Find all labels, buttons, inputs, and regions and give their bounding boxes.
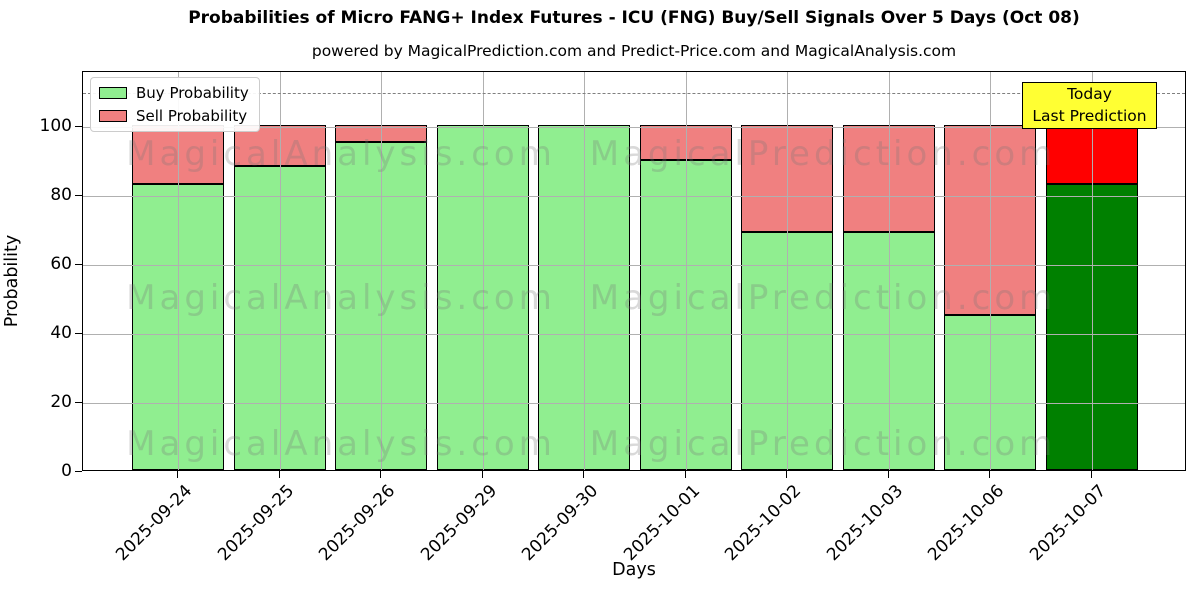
legend-label-sell: Sell Probability: [136, 107, 248, 125]
h-gridline: [83, 127, 1185, 128]
y-tick-label: 40: [50, 323, 72, 343]
v-gridline: [178, 72, 179, 470]
watermark-magicalprediction: MagicalPrediction.com: [589, 134, 1057, 174]
legend-item-sell: Sell Probability: [99, 107, 249, 125]
v-gridline: [279, 72, 281, 470]
y-tick-label: 20: [50, 392, 72, 412]
y-tick-label: 100: [39, 116, 72, 136]
v-gridline: [787, 72, 788, 470]
legend-label-buy: Buy Probability: [136, 84, 249, 102]
grid-layer: [83, 72, 1185, 470]
watermark-magicalanalysis: MagicalAnalysis.com: [126, 134, 556, 174]
x-tick-mark: [177, 471, 178, 478]
watermark-magicalanalysis: MagicalAnalysis.com: [126, 278, 556, 318]
h-gridline: [83, 403, 1185, 404]
h-gridline: [83, 265, 1185, 266]
y-tick-mark: [75, 264, 82, 265]
y-tick-label: 60: [50, 254, 72, 274]
x-tick-mark: [583, 471, 584, 478]
y-tick-mark: [75, 195, 82, 196]
x-tick-mark: [786, 471, 787, 478]
v-gridline: [584, 72, 585, 470]
dashed-threshold-line: [83, 92, 1185, 94]
annotation-line1: Today: [1067, 84, 1112, 103]
watermark-layer: MagicalAnalysis.com MagicalPrediction.com…: [83, 72, 1185, 470]
v-gridline: [482, 72, 484, 470]
watermark-magicalanalysis: MagicalAnalysis.com: [126, 424, 556, 464]
watermark-magicalprediction: MagicalPrediction.com: [589, 278, 1057, 318]
legend-item-buy: Buy Probability: [99, 84, 249, 102]
v-gridline: [888, 72, 890, 470]
x-tick-mark: [684, 471, 686, 478]
h-gridline: [83, 196, 1185, 197]
v-gridline: [381, 72, 382, 470]
y-tick-label: 0: [61, 461, 72, 481]
legend: Buy Probability Sell Probability: [90, 77, 260, 132]
y-tick-mark: [75, 402, 82, 403]
today-annotation: Today Last Prediction: [1022, 82, 1157, 129]
v-gridline: [990, 72, 991, 470]
chart-subtitle: powered by MagicalPrediction.com and Pre…: [311, 42, 957, 60]
x-tick-mark: [278, 471, 280, 478]
sell-swatch-icon: [99, 110, 127, 122]
y-tick-mark: [75, 471, 82, 472]
chart-title: Probabilities of Micro FANG+ Index Futur…: [188, 8, 1080, 28]
x-tick-mark: [380, 471, 381, 478]
plot-area: MagicalAnalysis.com MagicalPrediction.com…: [82, 71, 1186, 471]
x-tick-mark: [887, 471, 889, 478]
y-tick-label: 80: [50, 185, 72, 205]
x-tick-mark: [481, 471, 483, 478]
v-gridline: [1091, 72, 1093, 470]
y-tick-mark: [75, 333, 82, 334]
watermark-magicalprediction: MagicalPrediction.com: [589, 424, 1057, 464]
x-axis-label: Days: [612, 560, 656, 580]
x-tick-mark: [989, 471, 990, 478]
y-tick-mark: [75, 126, 82, 127]
annotation-line2: Last Prediction: [1032, 106, 1147, 125]
buy-swatch-icon: [99, 87, 127, 99]
x-tick-mark: [1090, 471, 1092, 478]
v-gridline: [685, 72, 687, 470]
h-gridline: [83, 334, 1185, 335]
